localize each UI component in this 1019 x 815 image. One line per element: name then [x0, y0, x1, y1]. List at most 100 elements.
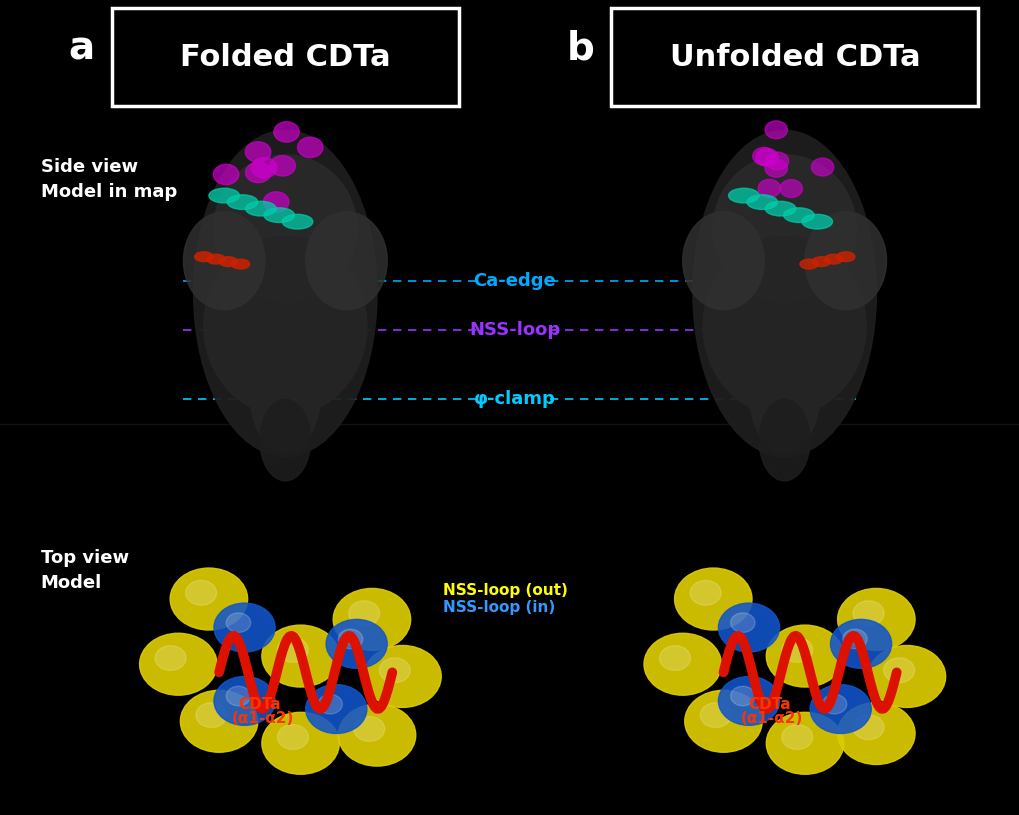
Ellipse shape: [204, 236, 367, 416]
Ellipse shape: [306, 212, 387, 310]
Ellipse shape: [800, 259, 818, 269]
Ellipse shape: [749, 330, 820, 452]
Circle shape: [810, 685, 871, 734]
Ellipse shape: [264, 208, 294, 222]
Circle shape: [214, 603, 275, 652]
Text: b: b: [567, 30, 595, 68]
Text: (α1-α2): (α1-α2): [231, 711, 294, 726]
Circle shape: [782, 725, 813, 750]
Circle shape: [318, 694, 342, 714]
Circle shape: [675, 568, 752, 630]
Text: φ-clamp: φ-clamp: [474, 390, 555, 408]
Circle shape: [690, 580, 721, 606]
Circle shape: [262, 625, 339, 687]
Ellipse shape: [703, 236, 866, 416]
Ellipse shape: [246, 201, 276, 216]
Ellipse shape: [765, 159, 788, 177]
Ellipse shape: [756, 148, 779, 166]
Ellipse shape: [260, 399, 311, 481]
Ellipse shape: [802, 214, 833, 229]
Circle shape: [883, 658, 915, 683]
Text: Ca-edge: Ca-edge: [473, 272, 556, 290]
Text: CDTa: CDTa: [748, 698, 791, 712]
Circle shape: [306, 685, 367, 734]
Circle shape: [853, 715, 884, 740]
Ellipse shape: [195, 252, 213, 262]
Circle shape: [214, 676, 275, 725]
Ellipse shape: [282, 214, 313, 229]
Ellipse shape: [183, 212, 265, 310]
Ellipse shape: [765, 201, 796, 216]
Circle shape: [226, 686, 251, 706]
Ellipse shape: [765, 121, 788, 139]
Ellipse shape: [713, 155, 856, 302]
Circle shape: [766, 625, 844, 687]
Ellipse shape: [729, 188, 759, 203]
Ellipse shape: [747, 195, 777, 209]
Text: NSS-loop: NSS-loop: [469, 321, 560, 339]
Ellipse shape: [219, 257, 237, 267]
Circle shape: [326, 619, 387, 668]
Ellipse shape: [250, 330, 321, 452]
Ellipse shape: [274, 121, 300, 142]
Ellipse shape: [753, 148, 775, 165]
Circle shape: [782, 637, 813, 663]
Ellipse shape: [784, 208, 814, 222]
Text: Folded CDTa: Folded CDTa: [180, 42, 390, 72]
Circle shape: [277, 725, 309, 750]
Circle shape: [338, 704, 416, 766]
Text: CDTa: CDTa: [238, 698, 281, 712]
Ellipse shape: [252, 157, 277, 178]
Circle shape: [685, 690, 762, 752]
Circle shape: [277, 637, 309, 663]
Text: Top view
Model: Top view Model: [41, 549, 128, 592]
Circle shape: [196, 703, 227, 728]
Ellipse shape: [246, 142, 271, 162]
Circle shape: [364, 645, 441, 707]
Text: a: a: [68, 30, 95, 68]
Ellipse shape: [213, 165, 238, 185]
Text: (α1-α2): (α1-α2): [741, 711, 804, 726]
Circle shape: [731, 686, 755, 706]
FancyBboxPatch shape: [112, 8, 459, 106]
Ellipse shape: [811, 158, 834, 176]
Ellipse shape: [214, 155, 357, 302]
Ellipse shape: [683, 212, 764, 310]
Text: NSS-loop (out): NSS-loop (out): [443, 584, 569, 598]
Ellipse shape: [270, 156, 296, 176]
Circle shape: [140, 633, 217, 695]
Ellipse shape: [780, 179, 802, 197]
Ellipse shape: [209, 188, 239, 203]
Text: NSS-loop (in): NSS-loop (in): [443, 600, 555, 615]
Ellipse shape: [805, 212, 887, 310]
Ellipse shape: [837, 252, 855, 262]
Circle shape: [868, 645, 946, 707]
Circle shape: [644, 633, 721, 695]
Ellipse shape: [693, 130, 876, 456]
Circle shape: [718, 676, 780, 725]
Circle shape: [700, 703, 732, 728]
Circle shape: [338, 629, 363, 649]
Circle shape: [226, 613, 251, 632]
Circle shape: [822, 694, 847, 714]
Ellipse shape: [246, 162, 271, 183]
Circle shape: [185, 580, 217, 606]
Circle shape: [262, 712, 339, 774]
Ellipse shape: [207, 254, 225, 264]
Ellipse shape: [766, 152, 789, 170]
Circle shape: [348, 601, 380, 626]
Text: Unfolded CDTa: Unfolded CDTa: [669, 42, 920, 72]
Text: Side view
Model in map: Side view Model in map: [41, 158, 177, 200]
FancyBboxPatch shape: [611, 8, 978, 106]
Circle shape: [843, 629, 867, 649]
Ellipse shape: [231, 259, 250, 269]
Ellipse shape: [824, 254, 843, 264]
Circle shape: [766, 712, 844, 774]
Circle shape: [731, 613, 755, 632]
Ellipse shape: [194, 130, 377, 456]
Circle shape: [659, 645, 691, 671]
Circle shape: [155, 645, 186, 671]
Ellipse shape: [759, 399, 810, 481]
Circle shape: [838, 703, 915, 764]
Circle shape: [354, 716, 385, 742]
